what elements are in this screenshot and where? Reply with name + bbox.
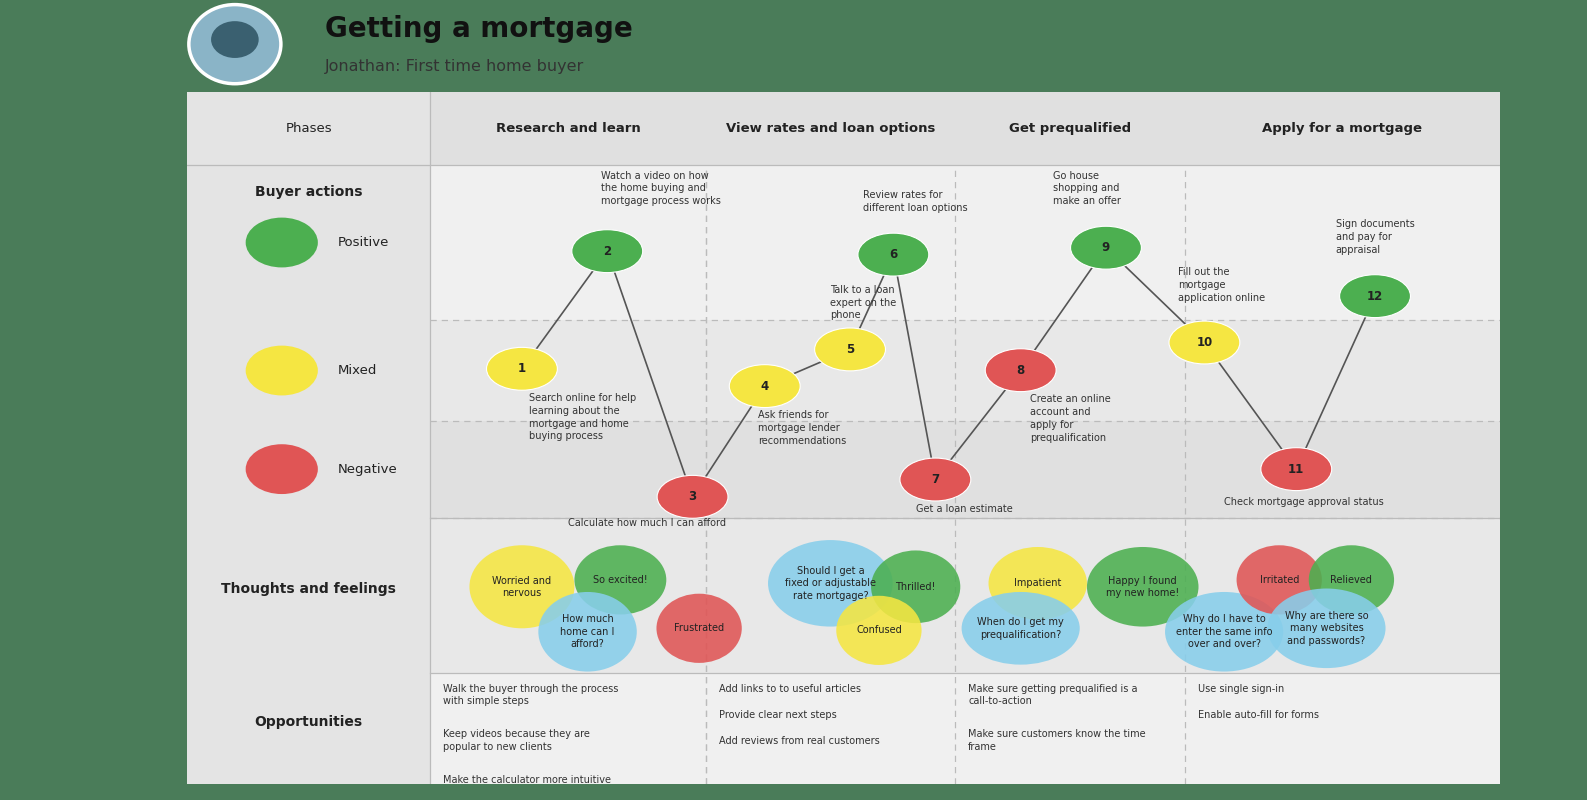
Text: 8: 8: [1017, 364, 1025, 377]
Text: Provide clear next steps: Provide clear next steps: [719, 710, 836, 720]
Ellipse shape: [900, 458, 971, 501]
Text: 7: 7: [932, 473, 940, 486]
Text: Talk to a loan
expert on the
phone: Talk to a loan expert on the phone: [830, 285, 897, 320]
Text: Happy I found
my new home!: Happy I found my new home!: [1106, 575, 1179, 598]
Text: Go house
shopping and
make an offer: Go house shopping and make an offer: [1054, 170, 1122, 206]
Text: Opportunities: Opportunities: [254, 714, 363, 729]
Text: So excited!: So excited!: [594, 575, 647, 585]
Ellipse shape: [1071, 226, 1141, 269]
Ellipse shape: [189, 5, 281, 84]
Text: Why are there so
many websites
and passwords?: Why are there so many websites and passw…: [1284, 611, 1368, 646]
Ellipse shape: [657, 475, 728, 518]
Text: Mixed: Mixed: [338, 364, 378, 377]
FancyBboxPatch shape: [187, 320, 1500, 421]
Text: 3: 3: [689, 490, 697, 503]
Ellipse shape: [986, 349, 1055, 392]
Ellipse shape: [836, 596, 922, 665]
Text: Enable auto-fill for forms: Enable auto-fill for forms: [1198, 710, 1319, 720]
Text: Worried and
nervous: Worried and nervous: [492, 575, 552, 598]
Text: How much
home can I
afford?: How much home can I afford?: [560, 614, 614, 649]
Text: Use single sign-in: Use single sign-in: [1198, 684, 1284, 694]
Text: Walk the buyer through the process
with simple steps: Walk the buyer through the process with …: [443, 684, 619, 706]
Text: Getting a mortgage: Getting a mortgage: [325, 15, 633, 43]
Text: Irritated: Irritated: [1260, 575, 1298, 585]
FancyBboxPatch shape: [187, 92, 1500, 165]
Text: Make the calculator more intuitive: Make the calculator more intuitive: [443, 775, 611, 785]
Text: Jonathan: First time home buyer: Jonathan: First time home buyer: [325, 58, 584, 74]
Text: 2: 2: [603, 245, 611, 258]
Ellipse shape: [1236, 546, 1322, 614]
FancyBboxPatch shape: [187, 165, 1500, 320]
Ellipse shape: [989, 547, 1087, 620]
Text: Buyer actions: Buyer actions: [256, 186, 362, 199]
Text: Add reviews from real customers: Add reviews from real customers: [719, 736, 879, 746]
Text: Confused: Confused: [855, 626, 901, 635]
Ellipse shape: [246, 444, 317, 494]
Text: 10: 10: [1197, 336, 1212, 349]
Text: Relieved: Relieved: [1330, 575, 1373, 585]
Ellipse shape: [1309, 546, 1393, 614]
Text: Thoughts and feelings: Thoughts and feelings: [221, 582, 397, 595]
FancyBboxPatch shape: [187, 674, 1500, 784]
Text: Make sure customers know the time
frame: Make sure customers know the time frame: [968, 730, 1146, 752]
Text: Search online for help
learning about the
mortgage and home
buying process: Search online for help learning about th…: [528, 393, 636, 442]
Text: 11: 11: [1289, 462, 1305, 476]
Text: Why do I have to
enter the same info
over and over?: Why do I have to enter the same info ove…: [1176, 614, 1273, 649]
Text: 1: 1: [517, 362, 525, 375]
Ellipse shape: [871, 550, 960, 623]
Text: Impatient: Impatient: [1014, 578, 1062, 588]
Text: View rates and loan options: View rates and loan options: [725, 122, 935, 135]
Text: Research and learn: Research and learn: [495, 122, 640, 135]
Text: Get prequalified: Get prequalified: [1009, 122, 1132, 135]
Ellipse shape: [246, 346, 317, 395]
Text: Fill out the
mortgage
application online: Fill out the mortgage application online: [1178, 267, 1265, 303]
Ellipse shape: [1165, 592, 1284, 671]
Ellipse shape: [487, 347, 557, 390]
Text: Positive: Positive: [338, 236, 389, 249]
Text: Check mortgage approval status: Check mortgage approval status: [1224, 497, 1384, 507]
Text: 4: 4: [760, 380, 768, 393]
Text: Ask friends for
mortgage lender
recommendations: Ask friends for mortgage lender recommen…: [759, 410, 846, 446]
Ellipse shape: [470, 546, 574, 628]
Ellipse shape: [1087, 547, 1198, 626]
Text: 9: 9: [1101, 241, 1109, 254]
FancyBboxPatch shape: [187, 518, 1500, 674]
Text: Frustrated: Frustrated: [674, 623, 724, 634]
FancyBboxPatch shape: [187, 92, 430, 784]
Ellipse shape: [571, 230, 643, 273]
Text: Keep videos because they are
popular to new clients: Keep videos because they are popular to …: [443, 730, 590, 752]
Ellipse shape: [962, 592, 1079, 665]
Text: 12: 12: [1366, 290, 1384, 302]
Ellipse shape: [1170, 321, 1239, 364]
Text: Watch a video on how
the home buying and
mortgage process works: Watch a video on how the home buying and…: [601, 170, 720, 206]
Text: Review rates for
different loan options: Review rates for different loan options: [863, 190, 968, 213]
Ellipse shape: [1339, 274, 1411, 318]
Text: Apply for a mortgage: Apply for a mortgage: [1262, 122, 1422, 135]
Ellipse shape: [768, 540, 893, 626]
Text: Make sure getting prequalified is a
call-to-action: Make sure getting prequalified is a call…: [968, 684, 1138, 706]
Ellipse shape: [246, 218, 317, 267]
Text: When do I get my
prequalification?: When do I get my prequalification?: [978, 617, 1063, 639]
Text: Add links to to useful articles: Add links to to useful articles: [719, 684, 860, 694]
Ellipse shape: [1268, 589, 1385, 668]
Text: 6: 6: [889, 248, 898, 261]
Text: Create an online
account and
apply for
prequalification: Create an online account and apply for p…: [1030, 394, 1111, 443]
Text: 5: 5: [846, 343, 854, 356]
Text: Thrilled!: Thrilled!: [895, 582, 936, 592]
Text: Negative: Negative: [338, 462, 398, 476]
Ellipse shape: [859, 233, 928, 276]
Text: Phases: Phases: [286, 122, 332, 135]
Text: Should I get a
fixed or adjustable
rate mortgage?: Should I get a fixed or adjustable rate …: [786, 566, 876, 601]
Ellipse shape: [538, 592, 636, 671]
Ellipse shape: [657, 594, 741, 663]
Ellipse shape: [1260, 448, 1331, 490]
Ellipse shape: [730, 365, 800, 407]
FancyBboxPatch shape: [187, 421, 1500, 518]
Text: Sign documents
and pay for
appraisal: Sign documents and pay for appraisal: [1336, 219, 1414, 254]
Ellipse shape: [814, 328, 886, 371]
Ellipse shape: [211, 21, 259, 58]
Text: Calculate how much I can afford: Calculate how much I can afford: [568, 518, 725, 527]
Text: Get a loan estimate: Get a loan estimate: [916, 504, 1013, 514]
Ellipse shape: [574, 546, 667, 614]
